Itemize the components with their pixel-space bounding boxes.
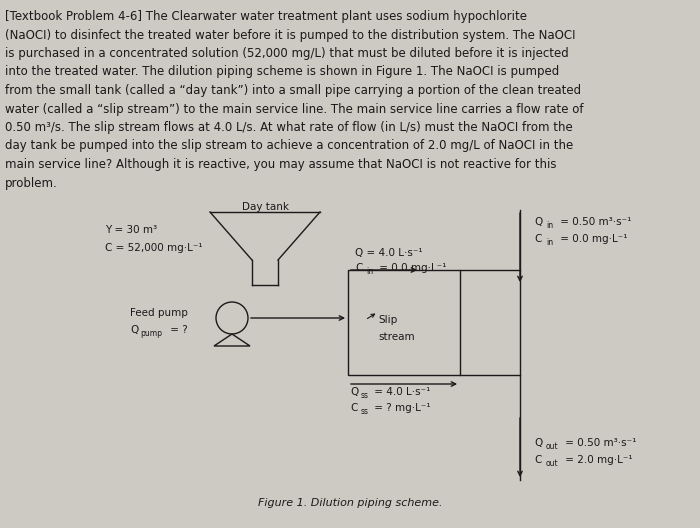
Text: C = 52,000 mg·L⁻¹: C = 52,000 mg·L⁻¹ — [105, 243, 202, 253]
Text: = 0.0 mg·L⁻¹: = 0.0 mg·L⁻¹ — [557, 234, 627, 244]
Text: out: out — [546, 459, 559, 468]
Text: = 4.0 L·s⁻¹: = 4.0 L·s⁻¹ — [371, 387, 430, 397]
Text: = ?: = ? — [167, 325, 188, 335]
Text: Q: Q — [350, 387, 358, 397]
Text: C: C — [534, 234, 541, 244]
Text: C: C — [350, 403, 358, 413]
Text: Q: Q — [130, 325, 139, 335]
Text: C: C — [355, 263, 363, 273]
Text: = 2.0 mg·L⁻¹: = 2.0 mg·L⁻¹ — [562, 455, 633, 465]
Text: ss: ss — [361, 407, 369, 416]
Text: Υ = 30 m³: Υ = 30 m³ — [105, 225, 157, 235]
Text: Day tank: Day tank — [241, 202, 288, 212]
Bar — [348, 270, 460, 375]
Text: ss: ss — [361, 391, 369, 400]
Text: = 0.50 m³·s⁻¹: = 0.50 m³·s⁻¹ — [562, 438, 636, 448]
Text: problem.: problem. — [5, 176, 57, 190]
Text: pump: pump — [140, 329, 162, 338]
Text: (NaOCI) to disinfect the treated water before it is pumped to the distribution s: (NaOCI) to disinfect the treated water b… — [5, 29, 575, 42]
Text: in: in — [546, 221, 553, 230]
Text: in: in — [546, 238, 553, 247]
Text: = ? mg·L⁻¹: = ? mg·L⁻¹ — [371, 403, 430, 413]
Text: out: out — [546, 442, 559, 451]
Text: Figure 1. Dilution piping scheme.: Figure 1. Dilution piping scheme. — [258, 498, 442, 508]
Text: in: in — [366, 267, 373, 276]
Text: Feed pump: Feed pump — [130, 308, 188, 318]
Text: Slip: Slip — [378, 315, 398, 325]
Text: = 0.50 m³·s⁻¹: = 0.50 m³·s⁻¹ — [557, 217, 631, 227]
Text: main service line? Although it is reactive, you may assume that NaOCI is not rea: main service line? Although it is reacti… — [5, 158, 556, 171]
Text: into the treated water. The dilution piping scheme is shown in Figure 1. The NaO: into the treated water. The dilution pip… — [5, 65, 559, 79]
Text: [Textbook Problem 4-6] The Clearwater water treatment plant uses sodium hypochlo: [Textbook Problem 4-6] The Clearwater wa… — [5, 10, 527, 23]
Text: Q: Q — [534, 438, 542, 448]
Text: water (called a “slip stream”) to the main service line. The main service line c: water (called a “slip stream”) to the ma… — [5, 102, 584, 116]
Text: stream: stream — [378, 332, 414, 342]
Text: day tank be pumped into the slip stream to achieve a concentration of 2.0 mg/L o: day tank be pumped into the slip stream … — [5, 139, 573, 153]
Text: 0.50 m³/s. The slip stream flows at 4.0 L/s. At what rate of flow (in L/s) must : 0.50 m³/s. The slip stream flows at 4.0 … — [5, 121, 573, 134]
Text: Q: Q — [534, 217, 542, 227]
Text: = 0.0 mg·L⁻¹: = 0.0 mg·L⁻¹ — [376, 263, 447, 273]
Text: Q = 4.0 L·s⁻¹: Q = 4.0 L·s⁻¹ — [355, 248, 423, 258]
Text: from the small tank (called a “day tank”) into a small pipe carrying a portion o: from the small tank (called a “day tank”… — [5, 84, 581, 97]
Text: C: C — [534, 455, 541, 465]
Text: is purchased in a concentrated solution (52,000 mg/L) that must be diluted befor: is purchased in a concentrated solution … — [5, 47, 568, 60]
